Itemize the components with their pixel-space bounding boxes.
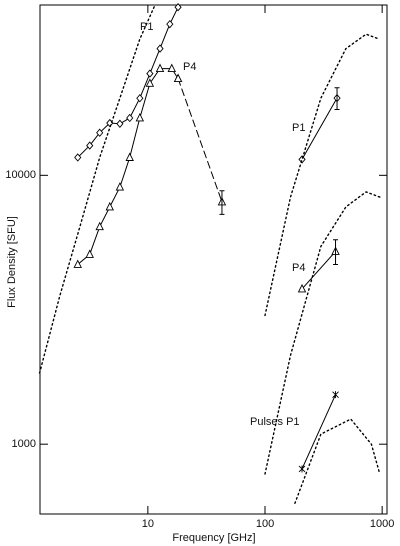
- series-line: [77, 68, 179, 265]
- data-point: [155, 63, 165, 73]
- x-tick-label: 1000: [370, 518, 394, 530]
- annotation: P1: [292, 122, 305, 134]
- data-point: [126, 113, 134, 123]
- data-point: [298, 155, 306, 164]
- y-tick-label: 1000: [12, 438, 36, 450]
- data-point: [125, 152, 134, 161]
- x-tick-label: 10: [142, 518, 154, 530]
- annotation: P1: [140, 21, 153, 33]
- series-line: [301, 97, 338, 160]
- data-point: [116, 119, 124, 128]
- data-point: [96, 128, 104, 137]
- plot-frame: [39, 4, 388, 515]
- data-point: [145, 78, 155, 87]
- annotation: P4: [292, 262, 305, 274]
- error-bar: [219, 190, 225, 215]
- series-line: [264, 191, 381, 475]
- series-line: [77, 6, 179, 158]
- x-axis-title: Frequency [GHz]: [172, 532, 255, 544]
- data-point: [332, 391, 339, 399]
- series-line: [301, 394, 336, 470]
- error-bar: [333, 239, 339, 265]
- annotation: P4: [183, 61, 196, 73]
- data-point: [85, 249, 94, 258]
- data-point: [135, 112, 145, 122]
- data-point: [173, 73, 183, 83]
- data-point: [167, 63, 177, 73]
- series-line: [177, 78, 223, 203]
- data-point: [136, 94, 144, 103]
- data-point: [105, 201, 115, 211]
- data-point: [86, 141, 94, 150]
- annotation: Pulses P1: [250, 416, 300, 428]
- x-tick-label: 100: [256, 518, 274, 530]
- data-point: [166, 19, 174, 29]
- data-point: [74, 153, 82, 162]
- y-tick-label: 10000: [5, 169, 36, 181]
- series-line: [294, 418, 381, 504]
- data-point: [297, 283, 307, 293]
- data-point: [146, 69, 154, 78]
- series-line: [264, 33, 380, 317]
- data-point: [115, 182, 125, 191]
- y-axis-title: Flux Density [SFU]: [6, 216, 18, 308]
- data-point: [174, 3, 182, 12]
- data-point: [73, 259, 82, 268]
- data-point: [156, 44, 164, 53]
- series-line: [38, 4, 156, 374]
- error-bar: [334, 87, 340, 111]
- data-point: [298, 465, 306, 473]
- series-line: [301, 251, 336, 290]
- data-point: [95, 221, 104, 231]
